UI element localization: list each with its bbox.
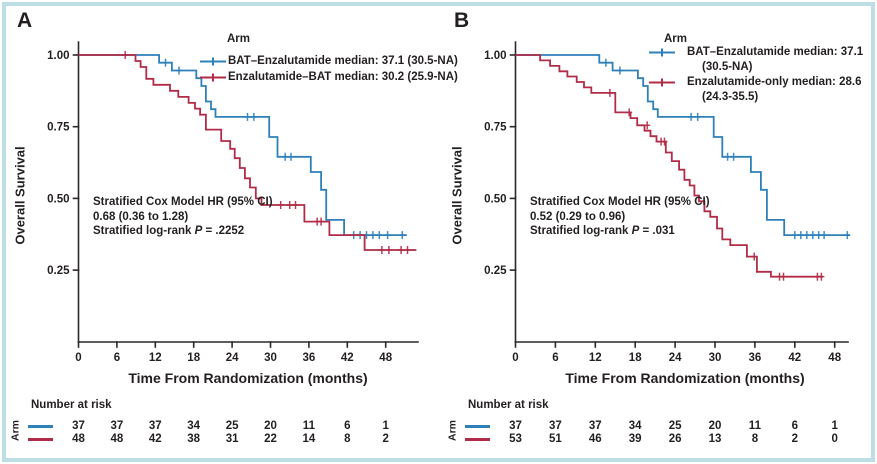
- x-tick-label: 18: [187, 352, 200, 364]
- x-tick-label: 24: [226, 352, 239, 364]
- km-plot-b: 0 6 12 18 24 30 36 42 48 1.00 0.75 0.50 0.25: [484, 41, 851, 364]
- x-tick-label: 48: [828, 352, 841, 364]
- y-tick-label: 0.50: [47, 193, 69, 205]
- risk-arm-axis-label: Arm: [446, 420, 459, 442]
- stats-annotation: Stratified Cox Model HR (95% CI) 0.68 (0…: [93, 195, 273, 239]
- x-tick-label: 6: [552, 352, 558, 364]
- x-tick-label: 48: [379, 352, 392, 364]
- y-tick-label: 1.00: [47, 50, 69, 62]
- km-curve-red: [515, 54, 823, 278]
- stats-annotation: Stratified Cox Model HR (95% CI) 0.52 (0…: [530, 195, 710, 239]
- y-tick-label: 0.75: [47, 122, 70, 134]
- stats-line-hr-value: 0.52 (0.29 to 0.96): [530, 210, 626, 223]
- panel-label-b: B: [454, 9, 470, 32]
- x-tick-label: 6: [114, 352, 120, 364]
- x-tick-label: 12: [149, 352, 162, 364]
- km-curve-blue: [515, 54, 850, 236]
- y-axis-label: Overall Survival: [449, 146, 465, 245]
- number-at-risk-label: Number at risk: [468, 399, 549, 411]
- x-tick-label: 0: [75, 352, 81, 364]
- km-plot-a: 0 6 12 18 24 30 36 42 48 1.00 0.75 0.50 0.25: [47, 41, 419, 364]
- stats-line-logrank: Stratified log-rank P = .2252: [93, 225, 245, 237]
- stats-line-logrank: Stratified log-rank P = .031: [530, 225, 675, 237]
- x-tick-label: 18: [629, 352, 642, 364]
- panel-b: 0 6 12 18 24 30 36 42 48 1.00 0.75 0.50 0.25 B Overa…: [437, 0, 874, 464]
- x-tick-label: 12: [589, 352, 602, 364]
- x-tick-label: 36: [303, 352, 316, 364]
- y-tick-label: 0.50: [484, 193, 506, 205]
- x-tick-label: 30: [264, 352, 277, 364]
- panel-label-a: A: [17, 9, 33, 32]
- stats-line-hr-title: Stratified Cox Model HR (95% CI): [530, 196, 710, 208]
- x-tick-label: 36: [749, 352, 762, 364]
- y-tick-label: 0.25: [484, 265, 507, 277]
- x-tick-label: 30: [709, 352, 722, 364]
- x-axis-title: Time From Randomization (months): [565, 370, 805, 386]
- number-at-risk-label: Number at risk: [31, 399, 112, 411]
- km-curve-red: [78, 54, 417, 251]
- y-tick-label: 0.75: [484, 122, 507, 134]
- x-tick-label: 24: [669, 352, 682, 364]
- x-axis-title: Time From Randomization (months): [128, 370, 368, 386]
- risk-arm-axis-label: Arm: [9, 420, 22, 442]
- y-tick-label: 1.00: [484, 50, 506, 62]
- panel-a: 0 6 12 18 24 30 36 42 48 1.00 0.75 0.50 0.25 A Overa…: [0, 0, 458, 464]
- stats-line-hr-title: Stratified Cox Model HR (95% CI): [93, 196, 273, 208]
- km-curve-blue: [78, 54, 407, 236]
- x-tick-label: 0: [512, 352, 518, 364]
- stats-line-hr-value: 0.68 (0.36 to 1.28): [93, 210, 189, 223]
- x-tick-label: 42: [341, 352, 354, 364]
- y-axis-label: Overall Survival: [12, 146, 28, 245]
- y-tick-label: 0.25: [47, 265, 70, 277]
- x-tick-label: 42: [788, 352, 801, 364]
